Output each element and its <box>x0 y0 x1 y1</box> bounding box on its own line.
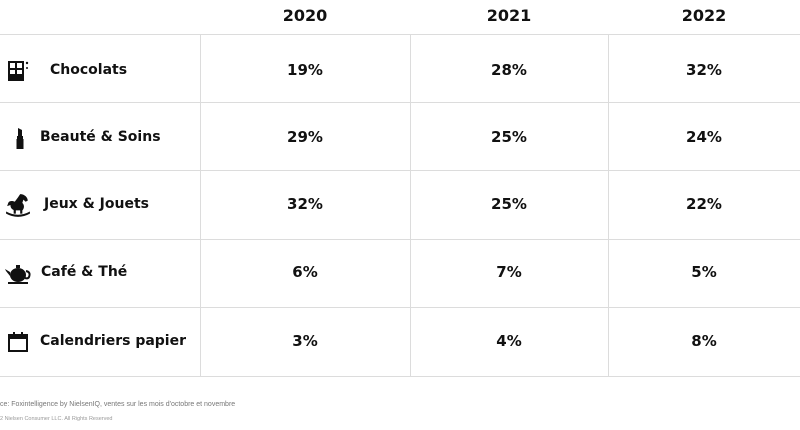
row-category: Calendriers papier <box>0 307 200 375</box>
column-header-label: 2022 <box>681 6 727 25</box>
column-header-2022: 2022 <box>608 0 800 34</box>
copyright-note: 2 Nielsen Consumer LLC. All Rights Reser… <box>0 416 113 422</box>
row-category-label: Jeux & Jouets <box>44 196 149 212</box>
row-category: Café & Thé <box>0 238 200 306</box>
value-cell: 8% <box>691 332 717 350</box>
value-cell: 25% <box>491 128 527 146</box>
value-cell: 25% <box>491 195 527 213</box>
row-category: Jeux & Jouets <box>0 170 200 238</box>
row-category-label: Beauté & Soins <box>40 129 161 145</box>
value-cell: 3% <box>292 332 318 350</box>
grid-line <box>0 34 800 35</box>
table-row: Chocolats 19% 28% 32% <box>0 36 800 104</box>
grid-line <box>608 34 609 376</box>
table-row: Calendriers papier 3% 4% 8% <box>0 307 800 375</box>
column-header-label: 2020 <box>282 6 328 25</box>
grid-line <box>410 34 411 376</box>
grid-line <box>200 34 201 376</box>
grid-line <box>0 376 800 377</box>
value-cell: 7% <box>496 263 522 281</box>
calendar-icon <box>8 332 28 352</box>
table-row: Beauté & Soins 29% 25% 24% <box>0 103 800 171</box>
column-header-2020: 2020 <box>200 0 410 34</box>
table-row: Café & Thé 6% 7% 5% <box>0 238 800 306</box>
row-category-label: Calendriers papier <box>40 333 187 349</box>
table-row: Jeux & Jouets 32% 25% 22% <box>0 170 800 238</box>
value-cell: 22% <box>686 195 722 213</box>
value-cell: 5% <box>691 263 717 281</box>
value-cell: 24% <box>686 128 722 146</box>
row-category-label: Chocolats <box>50 62 128 78</box>
teapot-icon <box>5 265 31 284</box>
column-header-2021: 2021 <box>410 0 608 34</box>
lipstick-icon <box>16 128 24 149</box>
chocolate-bar-icon <box>8 61 29 81</box>
value-cell: 19% <box>287 61 323 79</box>
value-cell: 4% <box>496 332 522 350</box>
grid-line <box>0 170 800 171</box>
column-header-label: 2021 <box>486 6 532 25</box>
rocking-horse-icon <box>6 194 30 217</box>
value-cell: 32% <box>686 61 722 79</box>
row-category: Chocolats <box>0 36 200 104</box>
value-cell: 29% <box>287 128 323 146</box>
value-cell: 28% <box>491 61 527 79</box>
value-cell: 32% <box>287 195 323 213</box>
grid-line <box>0 102 800 103</box>
row-category-label: Café & Thé <box>41 264 128 280</box>
row-category: Beauté & Soins <box>0 103 200 171</box>
value-cell: 6% <box>292 263 318 281</box>
grid-line <box>0 307 800 308</box>
grid-line <box>0 239 800 240</box>
source-note: ce: Foxintelligence by NielsenIQ, ventes… <box>0 401 236 408</box>
